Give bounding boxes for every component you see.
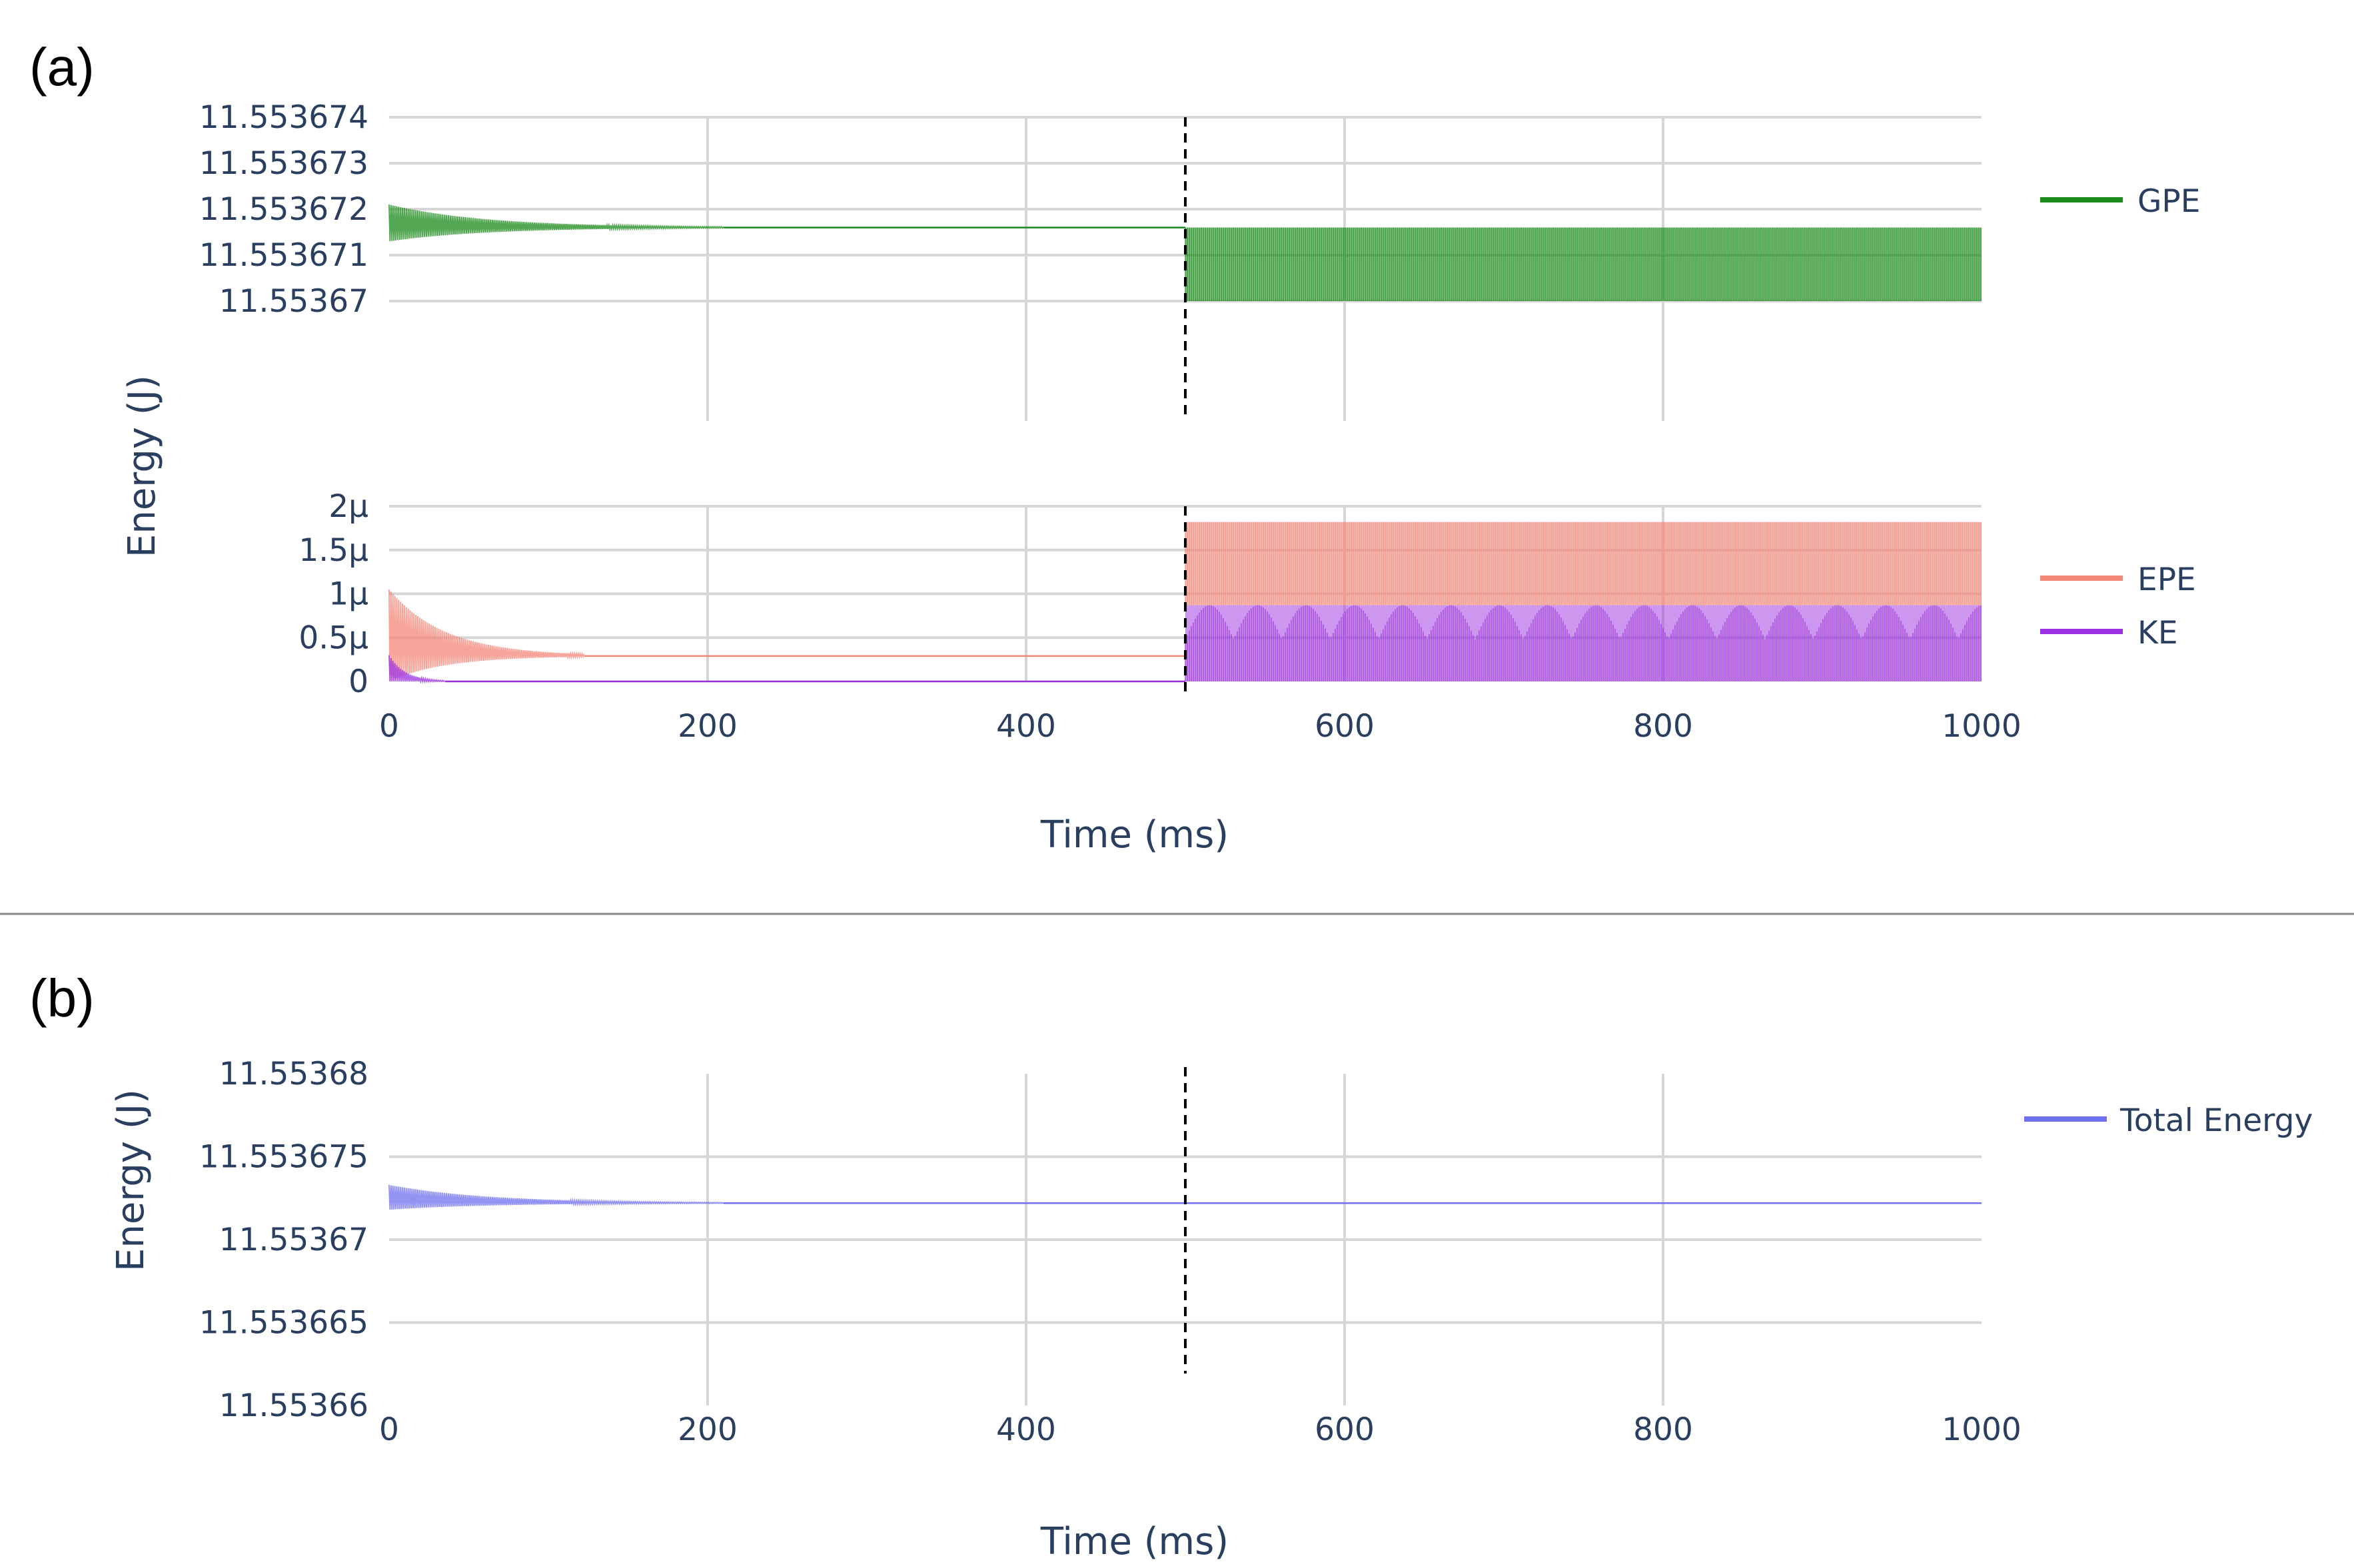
chart-a-top-ytick-4: 11.55367 [219, 283, 368, 320]
panel-b-y-axis-title: Energy (J) [109, 1089, 153, 1272]
panel-b-x-axis-title: Time (ms) [1040, 1520, 1229, 1563]
chart-b-xtick-200: 200 [678, 1411, 738, 1448]
chart-a-bottom-xtick-400: 400 [996, 708, 1056, 745]
chart-a-bottom-ytick-2: 1μ [328, 576, 368, 613]
chart-b-ytick-2: 11.55367 [219, 1222, 368, 1258]
legend-total-energy[interactable]: Total Energy [2024, 1102, 2313, 1139]
chart-b-ytick-4: 11.55366 [219, 1387, 368, 1424]
plot-layer: 11.553674 11.553673 11.553672 11.553671 11.5… [199, 99, 2022, 1448]
chart-a-top-ytick-0: 11.553674 [199, 99, 368, 136]
chart-a-bottom-series-epe-transient [388, 589, 585, 681]
chart-a-top-ytick-2: 11.553672 [199, 191, 368, 228]
chart-a-bottom-xtick-200: 200 [678, 708, 738, 745]
chart-b-xtick-800: 800 [1633, 1411, 1693, 1448]
chart-a-top-ytick-1: 11.553673 [199, 145, 368, 182]
legend-gpe-label: GPE [2137, 183, 2200, 220]
chart-a-bottom-xtick-1000: 1000 [1942, 708, 2022, 745]
chart-a-bottom-ytick-1: 1.5μ [298, 532, 368, 569]
chart-a-bottom-ytick-4: 0 [348, 663, 368, 700]
chart-a-bottom-ytick-0: 2μ [328, 488, 368, 525]
legend-epe-label: EPE [2137, 562, 2196, 598]
chart-a-bottom-series-epe-oscillation [1185, 522, 1982, 605]
panel-a-x-axis-title: Time (ms) [1040, 813, 1229, 857]
chart-a-top-ytick-3: 11.553671 [199, 237, 368, 274]
legend-epe[interactable]: EPE [2040, 562, 2196, 598]
chart-a-bottom-xtick-0: 0 [379, 708, 399, 745]
chart-b-series-total-energy-transient [388, 1184, 724, 1210]
chart-b-ytick-3: 11.553665 [199, 1305, 368, 1342]
legend-gpe[interactable]: GPE [2040, 183, 2200, 220]
panel-b-label: (b) [29, 969, 95, 1028]
legend-total-energy-label: Total Energy [2119, 1102, 2313, 1139]
chart-a-bottom-ytick-3: 0.5μ [298, 619, 368, 656]
chart-b-xtick-0: 0 [379, 1411, 399, 1448]
chart-b-xtick-1000: 1000 [1942, 1411, 2022, 1448]
panel-a-label: (a) [29, 37, 95, 97]
chart-b-xtick-600: 600 [1315, 1411, 1375, 1448]
chart-a-bottom-xtick-800: 800 [1633, 708, 1693, 745]
legend-ke[interactable]: KE [2040, 615, 2178, 651]
panel-a-y-axis-title: Energy (J) [121, 375, 164, 558]
chart-b-ytick-0: 11.55368 [219, 1056, 368, 1092]
chart-a-top-series-gpe-transient [388, 204, 724, 242]
chart-a-bottom-series-ke-transient [388, 655, 445, 684]
legend-ke-label: KE [2137, 615, 2178, 651]
chart-b-xtick-400: 400 [996, 1411, 1056, 1448]
chart-b-ytick-1: 11.553675 [199, 1139, 368, 1176]
chart-a-bottom-series-ke-oscillation [1185, 605, 1982, 681]
chart-a-bottom-xtick-600: 600 [1315, 708, 1375, 745]
